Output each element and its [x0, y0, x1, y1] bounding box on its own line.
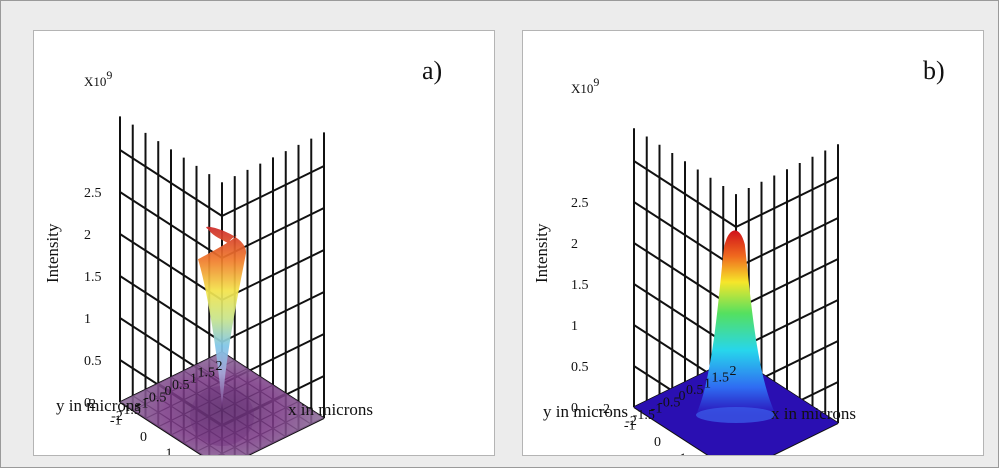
x-tick-label: -1.5 [119, 403, 141, 418]
x-tick-label: 0.5 [686, 383, 704, 398]
z-tick-label: 2.5 [571, 196, 589, 211]
x-tick-label: -0.5 [144, 390, 166, 405]
z-tick-label: 0.5 [571, 360, 589, 375]
x-tick-label: -2 [625, 414, 637, 429]
y-tick-label: -2 [84, 397, 96, 412]
beam-surface-a [120, 226, 324, 455]
y-tick-label: 0 [140, 430, 147, 445]
z-tick-label: 2 [571, 237, 578, 252]
x-tick-label: -1 [137, 397, 149, 412]
gaussian-peak [696, 230, 776, 415]
x-tick-label: 0 [679, 389, 686, 404]
x-tick-label: 1.5 [712, 370, 730, 385]
x-axis-label-b: x in microns [771, 404, 856, 423]
beam-surface-b [634, 230, 838, 455]
z-tick-label: 0.5 [84, 354, 102, 369]
y-tick-label: -1 [624, 419, 636, 434]
x-tick-label: 0 [165, 384, 172, 399]
y-tick-label: -1 [110, 414, 122, 429]
z-tick-label: 1.5 [84, 270, 102, 285]
z-tick-label: 0 [571, 401, 578, 416]
x-tick-label: 1 [704, 377, 711, 392]
surface-plot-b: 00.511.522.5210-1-2-2-1.5-1-0.500.511.52… [532, 56, 945, 455]
z-multiplier-a: X109 [84, 68, 112, 89]
x-tick-label: -2 [111, 409, 123, 424]
y-tick-label: 1 [166, 447, 173, 456]
x-tick-label: 1.5 [198, 365, 216, 380]
beam-halo [190, 386, 254, 446]
panel-label-a: a) [422, 56, 442, 85]
z-tick-label: 1 [571, 319, 578, 334]
panel-a: 00.511.522.5210-1-2-2-1.5-1-0.500.511.52… [33, 30, 495, 456]
z-multiplier-b: X109 [571, 75, 599, 96]
x-axis-label-a: x in microns [288, 400, 373, 419]
tick-labels-a: 00.511.522.5210-1-2-2-1.5-1-0.500.511.52 [84, 186, 223, 455]
z-axis-label-b: Intensity [532, 223, 551, 283]
y-axis-label-b: y in microns [543, 402, 628, 421]
x-tick-label: -1 [651, 402, 663, 417]
z-axis-label-a: Intensity [43, 223, 62, 283]
x-tick-label: 2 [216, 359, 223, 374]
beam-body [198, 226, 247, 410]
z-tick-label: 2.5 [84, 186, 102, 201]
x-tick-label: 0.5 [172, 378, 190, 393]
x-tick-label: -1.5 [633, 408, 655, 423]
y-tick-label: -2 [598, 402, 610, 417]
z-tick-label: 2 [84, 228, 91, 243]
z-tick-label: 0 [84, 396, 91, 411]
y-tick-label: 0 [654, 435, 661, 450]
y-axis-label-a: y in microns [56, 396, 141, 415]
panel-b: 00.511.522.5210-1-2-2-1.5-1-0.500.511.52… [522, 30, 984, 456]
x-tick-label: 1 [190, 372, 197, 387]
z-tick-label: 1.5 [571, 278, 589, 293]
gaussian-peak-base [696, 407, 776, 423]
surface-plot-a: 00.511.522.5210-1-2-2-1.5-1-0.500.511.52… [43, 56, 442, 455]
x-tick-label: 2 [730, 364, 737, 379]
panel-label-b: b) [923, 56, 945, 85]
tick-labels-b: 00.511.522.5210-1-2-2-1.5-1-0.500.511.52 [571, 196, 737, 455]
x-tick-label: -0.5 [658, 395, 680, 410]
z-tick-label: 1 [84, 312, 91, 327]
y-tick-label: 1 [680, 452, 687, 456]
